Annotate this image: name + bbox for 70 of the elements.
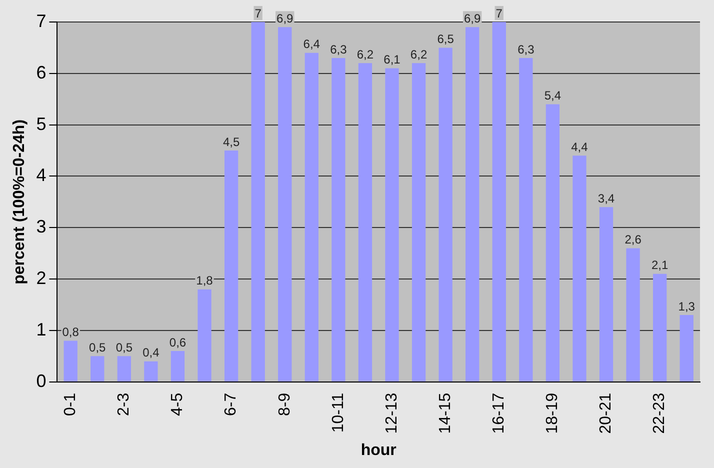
- data-label: 1,3: [678, 299, 696, 314]
- x-tick-label: 14-15: [436, 392, 454, 434]
- bar: [438, 48, 452, 382]
- data-label: 6,1: [384, 52, 401, 67]
- x-tick-label: 20-21: [598, 392, 615, 434]
- x-axis-title: hour: [360, 442, 396, 459]
- bar: [117, 356, 131, 382]
- data-label: 0,8: [62, 325, 80, 340]
- data-label: 4,5: [222, 134, 240, 149]
- data-label: 6,5: [437, 32, 454, 46]
- y-tick-label: 1: [36, 319, 46, 340]
- data-label: 1,8: [196, 274, 214, 288]
- y-tick-label: 7: [36, 10, 46, 31]
- bar: [90, 356, 104, 382]
- data-label: 6,3: [518, 42, 535, 56]
- data-label: 0,5: [89, 340, 106, 354]
- bar: [332, 58, 346, 382]
- x-tick-label: 16-17: [490, 392, 508, 434]
- data-label: 6,9: [276, 11, 294, 26]
- x-tick-label: 4-5: [169, 392, 186, 416]
- bar: [680, 315, 694, 382]
- data-label: 0,5: [116, 340, 133, 354]
- y-axis-title: percent (100%=0-24h): [11, 119, 28, 284]
- data-label: 7: [254, 6, 262, 20]
- bar: [572, 156, 586, 382]
- data-label: 0,4: [142, 346, 160, 360]
- data-label: 0,6: [169, 335, 186, 350]
- bar: [466, 27, 480, 382]
- bar: [64, 340, 78, 382]
- y-tick-label: 2: [36, 268, 46, 288]
- data-label: 2,6: [624, 232, 642, 247]
- data-label: 6,2: [410, 47, 428, 62]
- bar: [599, 207, 614, 382]
- bar: [626, 248, 640, 382]
- bar: [492, 22, 506, 382]
- x-tick-label: 6-7: [222, 392, 240, 416]
- y-tick-label: 4: [36, 165, 46, 186]
- bar: [546, 104, 560, 382]
- bar: [198, 289, 212, 382]
- x-tick-label: 8-9: [276, 392, 294, 416]
- data-label: 6,4: [303, 37, 320, 52]
- x-tick-label: 18-19: [544, 392, 562, 434]
- bar: [251, 22, 265, 382]
- data-label: 4,4: [571, 140, 588, 154]
- bar: [144, 361, 158, 382]
- bar: [358, 63, 372, 382]
- y-tick-label: 3: [36, 216, 46, 237]
- bar: [385, 68, 399, 382]
- data-label: 2,1: [651, 258, 668, 272]
- x-tick-label: 10-11: [330, 392, 347, 433]
- bar: [278, 27, 292, 382]
- data-label: 5,4: [544, 88, 562, 103]
- x-tick-label: 22-23: [651, 392, 668, 434]
- bar: [412, 63, 426, 382]
- bar: [170, 351, 185, 382]
- x-tick-label: 0-1: [62, 392, 80, 416]
- data-label: 6,3: [330, 42, 348, 56]
- bar: [652, 274, 667, 382]
- y-tick-label: 5: [36, 114, 46, 134]
- data-label: 6,9: [464, 11, 482, 26]
- data-label: 3,4: [598, 191, 615, 206]
- x-tick-label: 12-13: [383, 392, 400, 434]
- bar: [224, 150, 238, 382]
- data-label: 7: [496, 6, 503, 20]
- y-tick-label: 0: [36, 370, 46, 391]
- data-label: 6,2: [356, 47, 374, 62]
- bar: [304, 52, 318, 382]
- y-tick-label: 6: [36, 62, 46, 82]
- x-tick-label: 2-3: [116, 392, 133, 416]
- bar: [519, 58, 533, 382]
